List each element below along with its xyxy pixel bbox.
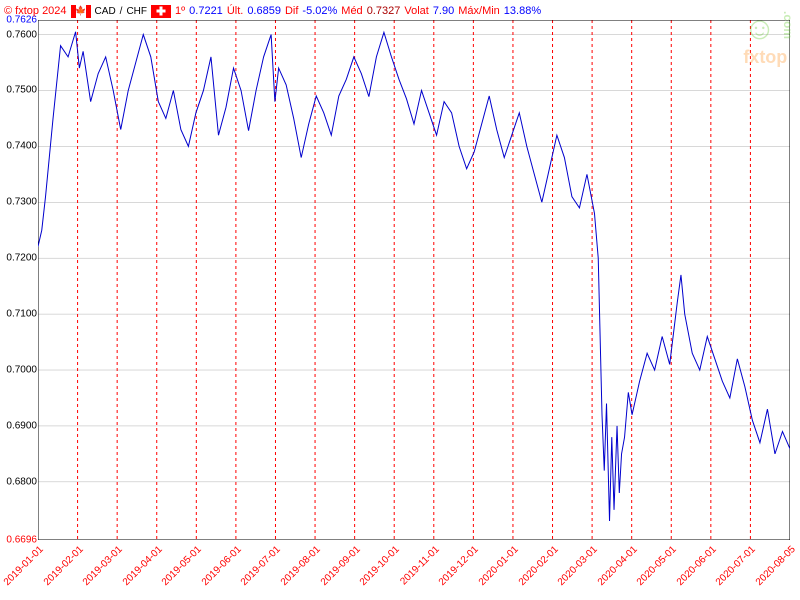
line-chart-svg — [38, 20, 790, 540]
base-currency: CAD — [95, 6, 116, 17]
maxmin-value: 13.88% — [504, 5, 541, 17]
last-label: Últ. — [227, 5, 244, 17]
quote-currency: CHF — [126, 6, 147, 17]
pair-sep: / — [120, 6, 123, 17]
dif-value: -5.02% — [302, 5, 337, 17]
maxmin-label: Máx/Min — [458, 5, 500, 17]
chart-header: © fxtop 2024 CAD / CHF 1º 0.7221 Últ. 0.… — [0, 2, 800, 20]
first-label: 1º — [175, 5, 185, 17]
med-label: Méd — [341, 5, 362, 17]
first-value: 0.7221 — [189, 5, 223, 17]
y-axis-labels: 0.76260.76000.75000.74000.73000.72000.71… — [0, 20, 38, 540]
flag-canada-icon — [71, 5, 91, 18]
med-value: 0.7327 — [367, 5, 401, 17]
copyright-text: © fxtop 2024 — [4, 5, 67, 17]
x-axis-labels: 2019-01-012019-02-012019-03-012019-04-01… — [38, 540, 790, 600]
chart-plot-area: ☺ .com fxtop — [38, 20, 790, 540]
flag-switzerland-icon — [151, 5, 171, 18]
last-value: 0.6859 — [247, 5, 281, 17]
dif-label: Dif — [285, 5, 298, 17]
volat-value: 7.90 — [433, 5, 454, 17]
volat-label: Volat — [404, 5, 428, 17]
